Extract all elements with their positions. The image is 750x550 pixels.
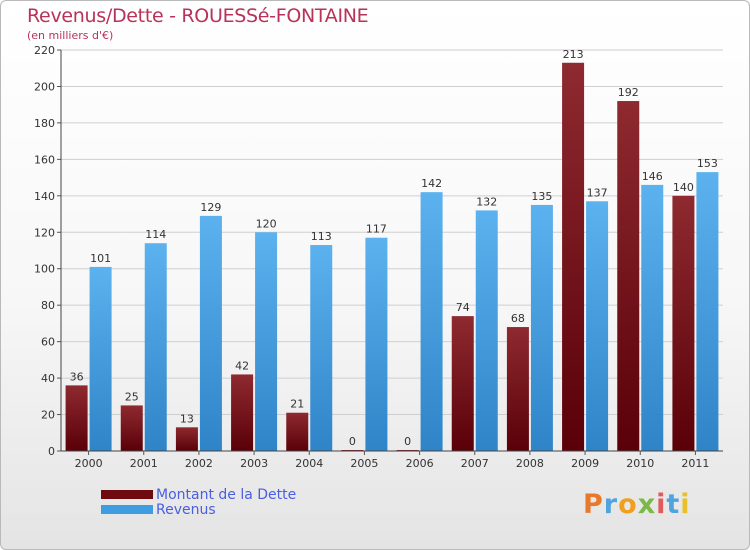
x-tick-label-2000: 2000 bbox=[75, 457, 103, 470]
axes: 0 20 40 60 80 100 120 140 160 180 200 220 2000 2001 20… bbox=[34, 44, 723, 470]
bar-revenus-2011 bbox=[696, 172, 719, 451]
y-tick-label-40: 40 bbox=[41, 372, 55, 385]
bar-revenus-2001 bbox=[144, 243, 167, 451]
logo-letter: x bbox=[637, 489, 657, 520]
y-tick-label-120: 120 bbox=[34, 226, 55, 239]
bar-dette-2004 bbox=[286, 412, 309, 451]
logo-letter: i bbox=[656, 489, 667, 520]
bar-dette-2007 bbox=[451, 316, 474, 451]
x-tick-label-2009: 2009 bbox=[571, 457, 599, 470]
data-label-dette-2001: 25 bbox=[125, 390, 139, 403]
y-tick-label-100: 100 bbox=[34, 263, 55, 276]
data-label-revenus-2002: 129 bbox=[200, 201, 221, 214]
logo-letter: t bbox=[666, 489, 681, 520]
y-tick-label-200: 200 bbox=[34, 80, 55, 93]
x-tick-label-2011: 2011 bbox=[681, 457, 709, 470]
bar-revenus-2003 bbox=[255, 232, 278, 451]
bar-dette-2001 bbox=[120, 405, 143, 451]
data-label-revenus-2009: 137 bbox=[587, 186, 608, 199]
y-tick-label-0: 0 bbox=[48, 445, 55, 458]
bar-revenus-2004 bbox=[310, 245, 333, 451]
data-label-revenus-2000: 101 bbox=[90, 252, 111, 265]
bar-dette-2008 bbox=[506, 327, 529, 451]
y-tick-label-220: 220 bbox=[34, 44, 55, 57]
logo-letter: P bbox=[583, 489, 604, 520]
data-label-revenus-2005: 117 bbox=[366, 223, 387, 236]
data-label-revenus-2008: 135 bbox=[531, 190, 552, 203]
bar-revenus-2005 bbox=[365, 237, 388, 451]
legend-item-dette: Montant de la Dette bbox=[101, 486, 297, 503]
data-label-revenus-2011: 153 bbox=[697, 157, 718, 170]
x-tick-label-2003: 2003 bbox=[240, 457, 268, 470]
bar-revenus-2008 bbox=[530, 204, 553, 451]
data-label-revenus-2001: 114 bbox=[145, 228, 166, 241]
x-tick-label-2005: 2005 bbox=[350, 457, 378, 470]
data-label-dette-2002: 13 bbox=[180, 412, 194, 425]
x-tick-label-2002: 2002 bbox=[185, 457, 213, 470]
bar-dette-2002 bbox=[175, 427, 198, 451]
legend: Montant de la Dette Revenus bbox=[101, 486, 297, 518]
bar-dette-2000 bbox=[65, 385, 88, 451]
data-label-dette-2006: 0 bbox=[404, 435, 411, 448]
bar-revenus-2002 bbox=[199, 215, 222, 451]
y-tick-label-140: 140 bbox=[34, 190, 55, 203]
x-tick-label-2008: 2008 bbox=[516, 457, 544, 470]
bar-dette-2009 bbox=[562, 62, 585, 451]
logo-letter: i bbox=[680, 489, 691, 520]
x-tick-label-2010: 2010 bbox=[626, 457, 654, 470]
data-label-dette-2011: 140 bbox=[673, 181, 694, 194]
bar-dette-2003 bbox=[231, 374, 254, 451]
chart-subtitle: (en milliers d'€) bbox=[27, 29, 114, 42]
data-label-dette-2003: 42 bbox=[235, 359, 249, 372]
bar-dette-2010 bbox=[617, 101, 640, 451]
x-tick-label-2004: 2004 bbox=[295, 457, 323, 470]
bar-revenus-2007 bbox=[475, 210, 498, 451]
data-label-revenus-2010: 146 bbox=[642, 170, 663, 183]
legend-label-dette: Montant de la Dette bbox=[156, 486, 297, 503]
legend-label-revenus: Revenus bbox=[156, 501, 216, 518]
bar-revenus-2010 bbox=[641, 184, 664, 451]
data-label-dette-2008: 68 bbox=[511, 312, 525, 325]
chart-title: Revenus/Dette - ROUESSé-FONTAINE bbox=[27, 5, 369, 27]
y-tick-label-80: 80 bbox=[41, 299, 55, 312]
y-tick-label-180: 180 bbox=[34, 117, 55, 130]
data-label-dette-2009: 213 bbox=[563, 48, 584, 61]
legend-swatch-revenus bbox=[101, 505, 153, 514]
data-label-revenus-2004: 113 bbox=[311, 230, 332, 243]
y-tick-label-60: 60 bbox=[41, 336, 55, 349]
data-label-dette-2000: 36 bbox=[70, 370, 84, 383]
x-tick-label-2001: 2001 bbox=[130, 457, 158, 470]
logo-letter: o bbox=[618, 489, 638, 520]
data-label-revenus-2006: 142 bbox=[421, 177, 442, 190]
y-tick-label-160: 160 bbox=[34, 153, 55, 166]
data-label-revenus-2003: 120 bbox=[256, 217, 277, 230]
legend-swatch-dette bbox=[101, 490, 153, 499]
bar-dette-2011 bbox=[672, 195, 695, 451]
data-label-dette-2007: 74 bbox=[456, 301, 470, 314]
bar-revenus-2006 bbox=[420, 192, 443, 451]
gridlines bbox=[61, 49, 723, 452]
logo-letter: r bbox=[603, 489, 619, 520]
proxiti-logo: Proxiti bbox=[583, 489, 691, 520]
data-label-dette-2004: 21 bbox=[290, 398, 304, 411]
y-tick-label-20: 20 bbox=[41, 409, 55, 422]
x-tick-label-2007: 2007 bbox=[461, 457, 489, 470]
bar-revenus-2000 bbox=[89, 266, 112, 451]
data-label-dette-2005: 0 bbox=[349, 435, 356, 448]
data-label-dette-2010: 192 bbox=[618, 86, 639, 99]
data-label-revenus-2007: 132 bbox=[476, 195, 497, 208]
bars: 36 101 25 114 13 129 42 120 21 113 0 117 0 142 74 132 68… bbox=[65, 48, 719, 451]
x-tick-label-2006: 2006 bbox=[406, 457, 434, 470]
bar-revenus-2009 bbox=[586, 201, 609, 451]
legend-item-revenus: Revenus bbox=[101, 501, 296, 518]
